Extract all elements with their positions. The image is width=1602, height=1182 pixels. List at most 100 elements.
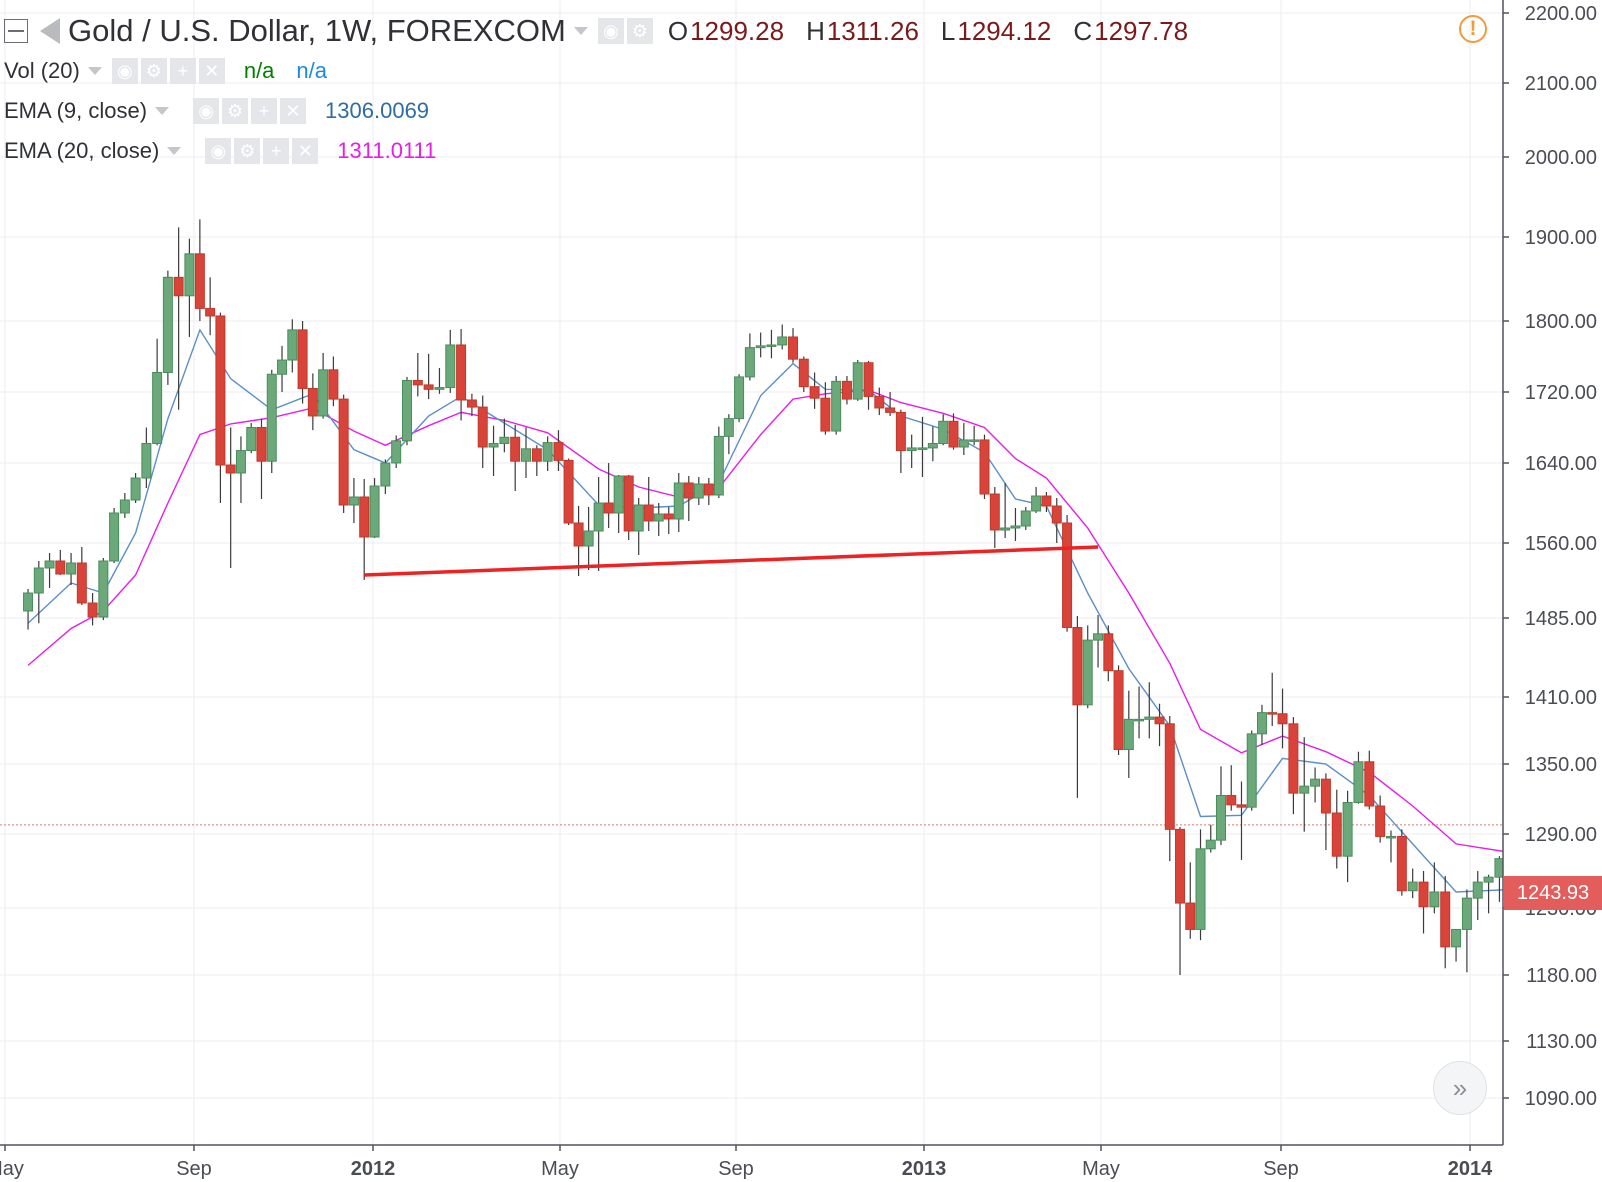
candle-body	[663, 513, 674, 520]
candle-body	[1093, 633, 1104, 641]
candle-body	[1342, 802, 1353, 857]
candle-body	[510, 436, 521, 462]
candle-body	[863, 362, 874, 397]
candle-body	[348, 496, 359, 506]
indicator-vol-name[interactable]: Vol (20)	[4, 58, 80, 83]
candle-body	[1310, 778, 1321, 787]
candle-body	[66, 562, 77, 575]
candle-body	[623, 475, 634, 532]
candle-body	[466, 399, 477, 408]
candle-body	[693, 483, 704, 499]
price-tick-label: 1720.00	[1525, 382, 1597, 404]
candle-body	[1375, 805, 1386, 837]
candle-body	[1256, 712, 1267, 735]
candle-body	[256, 427, 267, 462]
candle-body	[613, 475, 624, 514]
chevron-down-icon[interactable]	[155, 107, 170, 115]
indicator-tools: ◉ ⚙ + ✕	[205, 138, 321, 164]
candle-body	[1195, 848, 1206, 930]
eye-icon[interactable]: ◉	[205, 138, 232, 164]
candle-body	[369, 485, 380, 538]
candle-body	[643, 504, 654, 522]
candle-body	[215, 315, 226, 466]
candle-body	[1103, 633, 1114, 672]
chevron-down-icon[interactable]	[573, 27, 588, 35]
warning-icon[interactable]: !	[1459, 15, 1487, 43]
price-tick-label: 1485.00	[1525, 608, 1597, 630]
indicator-ema9-name[interactable]: EMA (9, close)	[4, 98, 148, 123]
candle-body	[119, 499, 130, 514]
indicator-ema20: EMA (20, close) ◉ ⚙ + ✕ 1311.0111	[0, 138, 436, 164]
candle-body	[653, 513, 664, 522]
candle-body	[318, 369, 329, 417]
candle-body	[744, 347, 755, 378]
candle-body	[1299, 785, 1310, 794]
candle-body	[338, 398, 349, 506]
close-icon[interactable]: ✕	[198, 58, 225, 84]
candle-body	[852, 362, 863, 400]
symbol-title[interactable]: Gold / U.S. Dollar, 1W, FOREXCOM	[68, 13, 566, 48]
symbol-legend: Gold / U.S. Dollar, 1W, FOREXCOM ◉ ⚙ O12…	[0, 13, 1210, 49]
eye-icon[interactable]: ◉	[597, 18, 624, 44]
symbol-flag-icon	[40, 18, 60, 44]
gear-icon[interactable]: ⚙	[626, 18, 653, 44]
close-icon[interactable]: ✕	[292, 138, 319, 164]
eye-icon[interactable]: ◉	[111, 58, 138, 84]
indicator-vol-ma-value: n/a	[296, 58, 328, 83]
candle-body	[1236, 804, 1247, 808]
candle-body	[297, 329, 308, 389]
scroll-right-icon[interactable]: »	[1433, 1061, 1487, 1115]
indicator-vol-value: n/a	[243, 58, 275, 83]
candle-body	[1246, 733, 1257, 808]
eye-icon[interactable]: ◉	[193, 98, 220, 124]
candle-body	[162, 276, 173, 373]
candle-body	[225, 464, 236, 474]
price-tick-label: 2000.00	[1525, 147, 1597, 169]
candle-body	[287, 329, 298, 361]
candle-body	[456, 344, 467, 401]
ema-20-line	[27, 389, 1511, 854]
symbol-tools: ◉ ⚙	[597, 18, 656, 44]
candle-body	[98, 560, 109, 618]
close-icon[interactable]: ✕	[280, 98, 307, 124]
gear-icon[interactable]: ⚙	[222, 98, 249, 124]
collapse-icon[interactable]	[4, 19, 28, 43]
trendline[interactable]	[364, 545, 1099, 577]
candle-body	[1041, 495, 1052, 507]
candle-body	[906, 447, 917, 452]
candle-body	[1154, 716, 1165, 725]
plus-icon[interactable]: +	[263, 138, 290, 164]
candle-body	[958, 439, 969, 448]
candle-body	[1020, 510, 1031, 527]
chevron-down-icon[interactable]	[167, 147, 182, 155]
chevron-down-icon[interactable]	[87, 67, 102, 75]
candle-body	[938, 420, 949, 444]
candle-body	[33, 567, 44, 594]
candle-body	[874, 395, 885, 409]
grid-lines	[0, 0, 1503, 1145]
price-axis[interactable]: 2200.00 2100.00 2000.00 1900.00 1800.00 1720.…	[1502, 0, 1602, 1182]
plus-icon[interactable]: +	[251, 98, 278, 124]
candle-body	[755, 345, 766, 349]
candle-body	[328, 369, 339, 400]
indicator-ema20-name[interactable]: EMA (20, close)	[4, 138, 160, 163]
ohlc-values: O1299.28 H1311.26 L1294.12 C1297.78	[668, 16, 1210, 47]
candle-body	[76, 562, 87, 604]
candle-body	[1205, 839, 1216, 850]
candle-body	[542, 442, 553, 462]
time-tick-label: May	[541, 1158, 579, 1180]
price-tick-label: 1290.00	[1525, 824, 1597, 846]
last-price-label: 1243.93	[1504, 876, 1602, 910]
candle-body	[423, 384, 434, 390]
gear-icon[interactable]: ⚙	[140, 58, 167, 84]
candle-body	[969, 439, 980, 442]
time-axis[interactable]: May Sep 2012 May Sep 2013 May Sep 2014	[0, 1144, 1602, 1182]
gear-icon[interactable]: ⚙	[234, 138, 261, 164]
indicator-ema9: EMA (9, close) ◉ ⚙ + ✕ 1306.0069	[0, 98, 429, 124]
price-tick-label: 1640.00	[1525, 453, 1597, 475]
plus-icon[interactable]: +	[169, 58, 196, 84]
candle-body	[683, 482, 694, 499]
price-tick-label: 1410.00	[1525, 687, 1597, 709]
price-tick-label: 1800.00	[1525, 311, 1597, 333]
